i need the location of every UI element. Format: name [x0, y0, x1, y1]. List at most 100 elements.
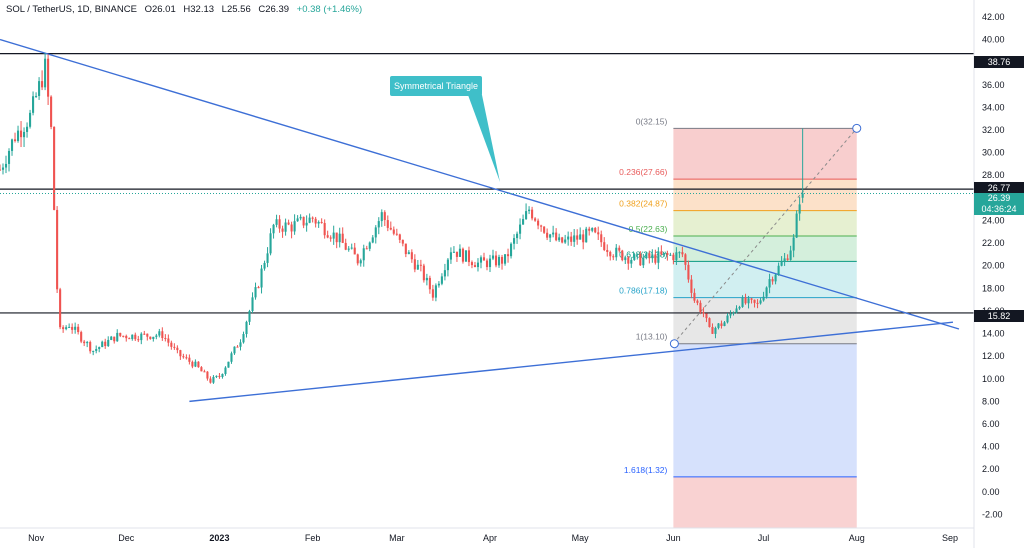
- candle-body: [155, 335, 158, 337]
- candle-body: [95, 349, 98, 351]
- candle-body: [116, 332, 119, 342]
- candle-body: [86, 342, 89, 344]
- candle-body: [591, 227, 594, 231]
- candle-body: [22, 131, 26, 138]
- change-value: +0.38 (+1.46%): [296, 4, 363, 15]
- price-tick-label: 6.00: [982, 419, 1000, 429]
- candle-body: [720, 323, 723, 327]
- candle-body: [248, 311, 251, 322]
- candle-body: [573, 235, 576, 242]
- candle-body: [756, 302, 759, 304]
- candle-body: [503, 254, 507, 264]
- candle-body: [323, 223, 326, 236]
- candle-body: [392, 229, 395, 234]
- close-value: C26.39: [258, 4, 290, 15]
- candle-body: [528, 209, 531, 212]
- candle-body: [35, 95, 38, 97]
- candle-body: [513, 238, 516, 244]
- candle-body: [29, 112, 32, 127]
- candle-body: [771, 279, 774, 282]
- price-tick-label: -2.00: [982, 509, 1003, 519]
- candle-body: [567, 236, 570, 240]
- candle-body: [314, 218, 317, 224]
- candle-body: [326, 235, 329, 238]
- symbol-label[interactable]: SOL / TetherUS, 1D, BINANCE: [6, 4, 137, 15]
- candle-body: [185, 357, 188, 359]
- candle-body: [404, 243, 407, 255]
- candle-body: [251, 297, 254, 312]
- fib-level-label: 0.5(22.63): [629, 224, 668, 234]
- date-tick-label: Aug: [849, 533, 865, 543]
- candle-body: [467, 250, 471, 263]
- candle-body: [119, 332, 122, 336]
- candle-body: [470, 262, 474, 266]
- candle-body: [540, 225, 543, 227]
- candle-body: [750, 298, 753, 300]
- fib-zone: [673, 128, 857, 180]
- candle-body: [696, 300, 699, 303]
- candle-body: [537, 220, 540, 226]
- callout-pointer: [468, 95, 500, 182]
- candle-body: [332, 232, 335, 239]
- candle-body: [473, 265, 477, 268]
- candle-body: [660, 251, 663, 255]
- candle-body: [678, 252, 681, 254]
- candle-body: [735, 308, 738, 313]
- candle-body: [92, 350, 95, 352]
- candle-body: [41, 81, 44, 88]
- candle-body: [146, 333, 149, 337]
- date-tick-label: May: [572, 533, 590, 543]
- candle-body: [437, 283, 440, 286]
- candle-body: [176, 347, 179, 351]
- candle-body: [798, 204, 801, 214]
- candle-body: [576, 235, 579, 240]
- candle-body: [16, 130, 20, 141]
- candle-body: [32, 96, 35, 113]
- candle-body: [101, 341, 104, 348]
- candle-body: [726, 315, 729, 323]
- candle-body: [182, 356, 185, 358]
- candle-body: [335, 232, 338, 243]
- candle-body: [636, 253, 639, 255]
- candle-body: [344, 242, 347, 250]
- candle-body: [98, 347, 101, 350]
- candle-body: [212, 376, 215, 383]
- candle-body: [491, 255, 495, 259]
- candle-body: [68, 326, 71, 328]
- candle-body: [4, 163, 8, 168]
- candle-body: [50, 96, 53, 127]
- candle-body: [500, 256, 504, 264]
- candle-body: [558, 237, 561, 241]
- candle-body: [597, 232, 600, 235]
- candle-body: [320, 221, 323, 224]
- candle-body: [561, 237, 564, 243]
- last-price-tag: 26.39 04:36:24: [974, 193, 1024, 215]
- price-tick-label: 14.00: [982, 329, 1005, 339]
- candle-body: [218, 375, 221, 378]
- candle-body: [203, 371, 206, 373]
- candle-body: [464, 250, 468, 262]
- candle-body: [122, 335, 125, 337]
- candle-body: [738, 306, 741, 309]
- date-tick-label: Feb: [305, 533, 321, 543]
- candle-body: [143, 333, 146, 335]
- candle-body: [621, 250, 624, 261]
- candle-body: [702, 312, 705, 314]
- pattern-callout[interactable]: Symmetrical Triangle: [390, 76, 482, 96]
- candle-body: [777, 265, 780, 275]
- candle-body: [179, 350, 182, 357]
- candle-body: [783, 258, 786, 263]
- candle-body: [765, 287, 768, 297]
- candle-body: [200, 367, 203, 372]
- candle-body: [455, 251, 458, 257]
- fib-level-label: 0(32.15): [636, 116, 668, 126]
- candle-body: [149, 336, 152, 339]
- candle-body: [651, 254, 654, 259]
- candle-body: [603, 242, 606, 250]
- candle-body: [506, 254, 510, 257]
- candle-body: [645, 253, 648, 259]
- price-tick-label: 30.00: [982, 148, 1005, 158]
- candle-body: [287, 222, 290, 225]
